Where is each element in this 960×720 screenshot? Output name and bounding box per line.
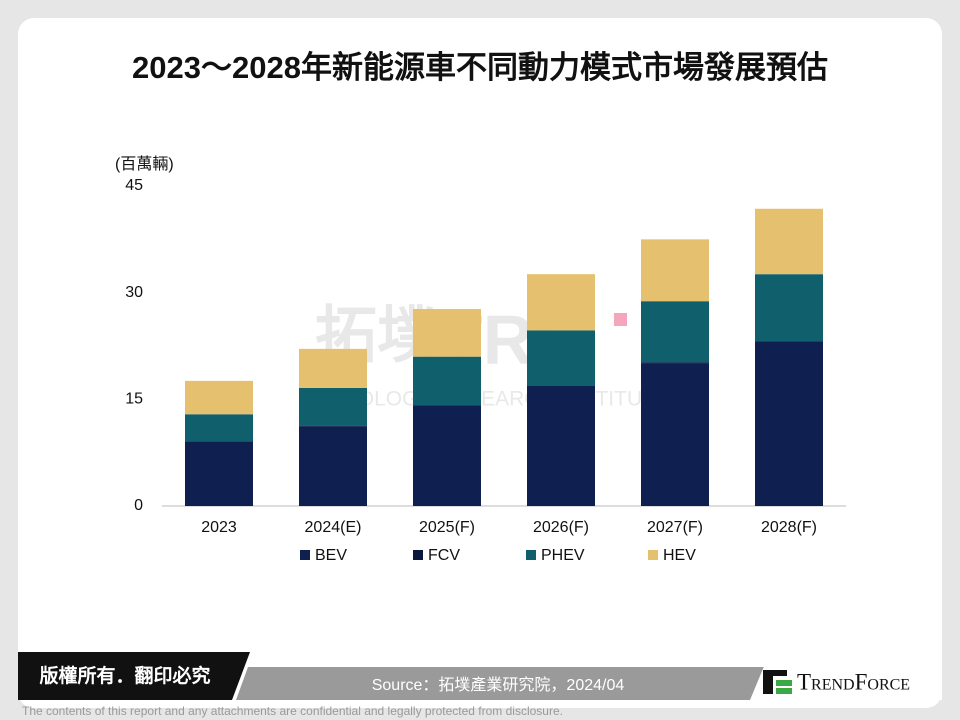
bar-segment: [299, 426, 367, 506]
logo-icon: [776, 680, 792, 686]
y-tick-label: 45: [125, 177, 143, 194]
copyright-bg: [18, 652, 250, 700]
bar-segment: [641, 363, 709, 506]
bar-segment: [641, 301, 709, 363]
bar-segment: [527, 385, 595, 506]
logo-icon: [776, 688, 792, 694]
logo-bg: [750, 640, 942, 700]
chart-title: 2023～2028年新能源車不同動力模式市場發展預估: [132, 50, 828, 85]
bar-segment: [755, 274, 823, 342]
bar-segment: [755, 341, 823, 342]
logo-icon: [763, 670, 787, 676]
watermark-dot: [614, 313, 627, 326]
source: Source：拓墣產業研究院，2024/04: [372, 676, 625, 694]
bar-segment: [413, 405, 481, 506]
legend-swatch: [526, 550, 536, 560]
bar-segment: [755, 341, 823, 506]
bar-segment: [413, 356, 481, 406]
bar-segment: [299, 425, 367, 427]
disclaimer: The contents of this report and any atta…: [22, 704, 563, 718]
bar-segment: [185, 441, 253, 442]
bar-segment: [527, 330, 595, 386]
bar-segment: [527, 385, 595, 386]
x-tick-label: 2023: [201, 519, 237, 536]
legend-swatch: [300, 550, 310, 560]
x-tick-label: 2024(E): [305, 519, 362, 536]
y-tick-label: 15: [125, 391, 143, 408]
bar-segment: [185, 442, 253, 506]
bar-segment: [185, 380, 253, 415]
brand: TrendForce: [797, 669, 910, 694]
x-tick-label: 2028(F): [761, 519, 817, 536]
bar-segment: [755, 208, 823, 275]
legend-label: HEV: [663, 547, 696, 564]
x-tick-label: 2026(F): [533, 519, 589, 536]
bar-segment: [641, 362, 709, 364]
y-axis-label: (百萬輛): [115, 155, 174, 173]
legend-label: BEV: [315, 547, 347, 564]
legend-label: FCV: [428, 547, 460, 564]
x-tick-label: 2027(F): [647, 519, 703, 536]
legend-label: PHEV: [541, 547, 585, 564]
bar-segment: [413, 405, 481, 406]
bar-segment: [413, 309, 481, 357]
x-tick-label: 2025(F): [419, 519, 475, 536]
source-bg: [236, 667, 775, 700]
bar-segment: [299, 387, 367, 426]
y-tick-label: 30: [125, 284, 143, 301]
bar-segment: [641, 239, 709, 302]
logo-icon: [763, 670, 773, 694]
plot: 0 15 30 45 2023 2024(E) 2025(F) 2026(F) 2027(F) 2…: [125, 177, 846, 564]
y-tick-label: 0: [134, 497, 143, 514]
copyright: 版權所有．翻印必究: [39, 664, 210, 687]
legend-swatch: [648, 550, 658, 560]
bar-segment: [527, 274, 595, 331]
legend-swatch: [413, 550, 423, 560]
bar-segment: [299, 348, 367, 388]
bar-segment: [185, 414, 253, 442]
watermark-institute: TOPOLOGY RESEARCH INSTITUTE: [315, 388, 669, 411]
